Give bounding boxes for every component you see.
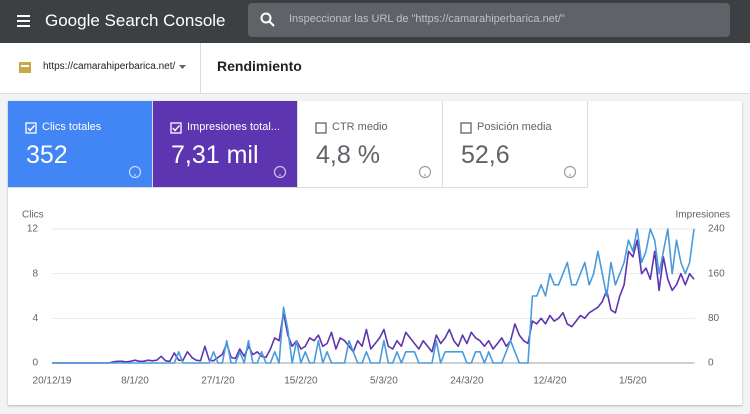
- property-favicon: [19, 62, 31, 73]
- top-bar: Google Search Console Inspeccionar las U…: [0, 0, 750, 43]
- x-tick-label: 5/3/20: [370, 376, 398, 387]
- help-icon: [563, 165, 577, 179]
- checkbox: [25, 122, 37, 134]
- search-placeholder: Inspeccionar las URL de "https://camarah…: [289, 13, 565, 25]
- metric-value: 4,8 %: [316, 141, 380, 169]
- x-tick-label: 1/5/20: [619, 376, 647, 387]
- metric-label: Impresiones total...: [187, 121, 280, 133]
- page-title: Rendimiento: [217, 58, 302, 74]
- search-icon: [260, 12, 275, 27]
- x-tick-label: 27/1/20: [201, 376, 235, 387]
- y-tick-label: 0: [32, 358, 38, 369]
- x-tick-label: 20/12/19: [33, 376, 72, 387]
- checkbox: [460, 122, 472, 134]
- y-tick-label: 8: [32, 268, 38, 279]
- checkbox: [315, 122, 327, 134]
- app-title: Google Search Console: [45, 11, 226, 30]
- y2-tick-label: 0: [708, 358, 714, 369]
- help-dot: [424, 174, 426, 176]
- line-series: [52, 239, 695, 364]
- y2-tick-label: 160: [708, 268, 725, 279]
- metric-label: Clics totales: [42, 121, 102, 133]
- help-dot: [134, 174, 136, 176]
- x-tick-label: 15/2/20: [284, 376, 318, 387]
- checkbox-box: [25, 122, 37, 134]
- y2-axis-title: Impresiones: [676, 210, 730, 221]
- help-icon: [418, 165, 432, 179]
- help-circle: [128, 165, 142, 179]
- metric-value: 352: [26, 141, 68, 169]
- metric-tile[interactable]: Impresiones total... 7,31 mil: [153, 101, 298, 188]
- line-series: [52, 228, 695, 364]
- y-axis-title: Clics: [22, 210, 44, 221]
- help-circle: [563, 165, 577, 179]
- checkbox-box: [170, 122, 182, 134]
- x-tick-label: 8/1/20: [121, 376, 149, 387]
- checkbox-box: [315, 122, 327, 134]
- metric-tile[interactable]: Clics totales 352: [8, 101, 153, 188]
- y2-tick-label: 240: [708, 224, 725, 235]
- performance-card: Clics totales 352 Impresiones total... 7,31…: [8, 101, 742, 405]
- checkbox-box: [460, 122, 472, 134]
- metric-tile[interactable]: CTR medio 4,8 %: [298, 101, 443, 188]
- chart: Clics Impresiones 0 4 8 12 0 80 160 240 20/12/19…: [22, 210, 730, 387]
- x-tick-label: 24/3/20: [450, 376, 484, 387]
- help-icon: [273, 165, 287, 179]
- search-box[interactable]: Inspeccionar las URL de "https://camarah…: [248, 3, 730, 37]
- x-tick-label: 12/4/20: [533, 376, 567, 387]
- dropdown-arrow: [179, 65, 186, 69]
- metric-label: Posición media: [477, 121, 552, 133]
- help-circle: [273, 165, 287, 179]
- y-tick-label: 12: [27, 224, 39, 235]
- menu-icon[interactable]: [16, 13, 32, 29]
- checkbox-check: [172, 125, 181, 132]
- y-tick-label: 4: [32, 313, 38, 324]
- y2-tick-label: 80: [708, 313, 720, 324]
- help-dot: [569, 174, 571, 176]
- property-url: https://camarahiperbarica.net/: [43, 61, 176, 72]
- metric-tile[interactable]: Posición media 52,6: [443, 101, 588, 188]
- sub-bar: https://camarahiperbarica.net/ Rendimien…: [0, 43, 750, 94]
- checkbox-check: [27, 125, 36, 132]
- property-selector[interactable]: https://camarahiperbarica.net/: [0, 43, 201, 93]
- help-dot: [279, 174, 281, 176]
- metric-label: CTR medio: [332, 121, 388, 133]
- metric-value: 52,6: [461, 141, 510, 169]
- checkbox: [170, 122, 182, 134]
- help-icon: [128, 165, 142, 179]
- help-circle: [418, 165, 432, 179]
- metric-value: 7,31 mil: [171, 141, 259, 169]
